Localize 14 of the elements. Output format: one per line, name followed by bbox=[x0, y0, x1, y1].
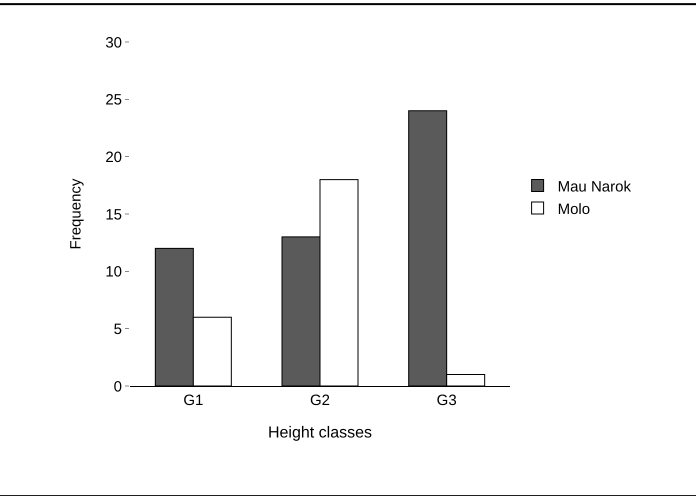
x-axis-title: Height classes bbox=[268, 424, 372, 442]
y-tick-label: 10 bbox=[105, 264, 122, 281]
y-tick-label: 30 bbox=[105, 34, 122, 52]
y-tick-label: 25 bbox=[105, 92, 122, 109]
y-tick-label: 15 bbox=[105, 206, 122, 224]
y-tick-label: 20 bbox=[105, 148, 122, 166]
x-tick-label: G1 bbox=[183, 392, 204, 409]
y-axis-title: Frequency bbox=[68, 178, 85, 250]
x-tick-label: G2 bbox=[310, 392, 330, 409]
y-tick-label: 5 bbox=[114, 320, 122, 338]
legend-label: Mau Narok bbox=[558, 178, 632, 196]
x-tick-label: G3 bbox=[436, 392, 457, 409]
y-tick-label: 0 bbox=[114, 378, 122, 396]
legend-label: Molo bbox=[558, 200, 590, 218]
